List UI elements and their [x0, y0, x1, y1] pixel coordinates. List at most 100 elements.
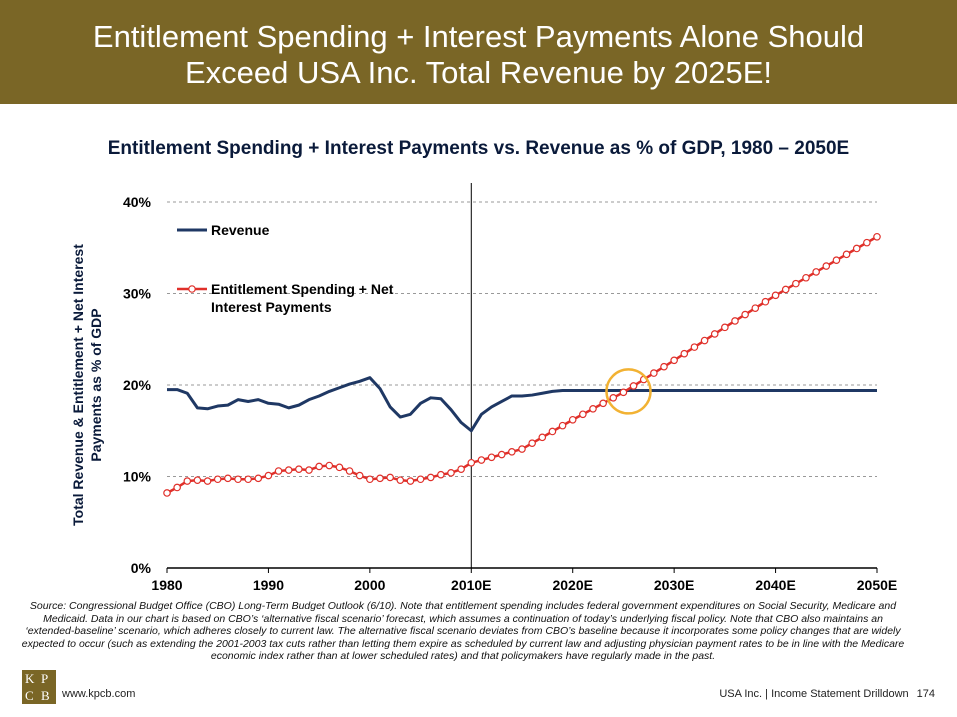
entitlement-point	[589, 404, 597, 413]
y-tick-label: 10%	[123, 469, 152, 485]
entitlement-point	[325, 461, 334, 470]
entitlement-point	[599, 399, 607, 408]
legend-entitlement-label-line-1: Entitlement Spending + Net	[211, 281, 394, 297]
entitlement-point	[721, 323, 729, 332]
entitlement-point	[447, 469, 455, 477]
entitlement-point	[234, 475, 242, 484]
x-tick-label: 2040E	[755, 577, 795, 593]
entitlement-point	[863, 238, 871, 247]
x-tick-label: 2050E	[857, 577, 897, 593]
entitlement-point	[558, 421, 567, 430]
x-tick-label: 2000	[354, 577, 385, 593]
entitlement-point	[538, 433, 547, 442]
entitlement-point	[345, 467, 354, 475]
y-tick-label: 0%	[131, 560, 152, 576]
entitlement-point	[305, 466, 313, 474]
entitlement-point	[355, 471, 364, 480]
legend-revenue-label: Revenue	[211, 222, 270, 238]
x-tick-label: 2010E	[451, 577, 491, 593]
y-axis-label-line-1: Total Revenue & Entitlement + Net Intere…	[70, 244, 86, 526]
entitlement-point	[335, 463, 344, 472]
chart-title: Entitlement Spending + Interest Payments…	[107, 138, 850, 159]
y-tick-label: 20%	[123, 377, 152, 393]
x-tick-label: 2030E	[654, 577, 694, 593]
entitlement-point	[832, 256, 841, 264]
entitlement-point	[497, 450, 506, 459]
entitlement-point	[274, 467, 283, 475]
entitlement-point	[568, 415, 577, 424]
entitlement-point	[650, 369, 658, 377]
page-title-line-2: Exceed USA Inc. Total Revenue by 2025E!	[184, 55, 773, 90]
entitlement-point	[508, 447, 516, 456]
entitlement-series-line	[166, 235, 878, 495]
entitlement-point	[437, 470, 445, 479]
entitlement-point	[315, 462, 323, 471]
entitlement-point	[477, 456, 486, 464]
entitlement-point	[842, 250, 851, 259]
x-tick-label: 2020E	[552, 577, 592, 593]
page-title-line-1: Entitlement Spending + Interest Payments…	[92, 19, 865, 54]
y-tick-label: 30%	[123, 286, 152, 302]
entitlement-point	[852, 244, 861, 253]
entitlement-point	[710, 330, 719, 338]
footer-section: USA Inc. | Income Statement Drilldown	[719, 688, 909, 700]
y-axis-label-line-2: Payments as % of GDP	[88, 308, 104, 461]
entitlement-point	[173, 483, 181, 492]
entitlement-point	[629, 382, 638, 390]
entitlement-point	[680, 349, 689, 358]
logo-letter: C	[25, 688, 34, 703]
line-chart: 0% 10% 20% 30% 40% 1980 1990 2000 2010E 2020E 2030…	[70, 183, 897, 593]
entitlement-point	[731, 317, 739, 325]
legend-entitlement-label-line-2: Interest Payments	[211, 299, 332, 315]
entitlement-point	[254, 474, 263, 483]
entitlement-point	[619, 388, 628, 397]
logo-letter: P	[41, 671, 49, 686]
entitlement-point	[295, 465, 303, 473]
entitlement-point	[518, 445, 526, 453]
entitlement-point	[396, 476, 405, 484]
x-tick-label: 1980	[151, 577, 182, 593]
entitlement-markers	[163, 232, 881, 497]
crossover-highlight-circle	[605, 368, 652, 415]
revenue-series-line	[167, 376, 877, 433]
entitlement-point	[467, 458, 476, 467]
kpcb-logo: K P C B	[22, 670, 56, 704]
entitlement-point	[670, 356, 678, 365]
entitlement-point	[284, 466, 293, 474]
entitlement-point	[366, 475, 374, 484]
x-tick-label: 1990	[253, 577, 284, 593]
entitlement-point	[193, 476, 202, 484]
entitlement-point	[376, 474, 384, 483]
entitlement-point	[660, 362, 668, 371]
entitlement-point	[183, 477, 192, 485]
entitlement-point	[781, 285, 790, 294]
entitlement-point	[487, 453, 496, 462]
entitlement-point	[792, 279, 800, 288]
entitlement-point	[163, 489, 171, 497]
entitlement-point	[406, 477, 415, 485]
entitlement-point	[264, 471, 273, 480]
entitlement-point	[528, 439, 536, 447]
entitlement-point	[548, 427, 557, 436]
entitlement-point	[741, 310, 749, 319]
entitlement-point	[822, 262, 831, 270]
entitlement-point	[244, 475, 252, 484]
entitlement-point	[224, 474, 232, 483]
entitlement-point	[751, 304, 760, 312]
entitlement-point	[761, 297, 770, 306]
entitlement-point	[386, 473, 394, 482]
entitlement-point	[700, 336, 709, 345]
entitlement-point	[579, 410, 587, 419]
entitlement-point	[609, 394, 618, 402]
entitlement-point	[873, 232, 881, 241]
entitlement-point	[457, 465, 465, 473]
entitlement-point	[426, 473, 435, 482]
logo-letter: B	[41, 688, 50, 703]
entitlement-point	[203, 477, 212, 485]
logo-letter: K	[25, 671, 35, 686]
footer-url[interactable]: www.kpcb.com	[62, 688, 136, 700]
entitlement-point	[213, 475, 222, 484]
page-number: 174	[916, 688, 935, 700]
y-tick-label: 40%	[123, 194, 152, 210]
entitlement-point	[690, 343, 699, 351]
